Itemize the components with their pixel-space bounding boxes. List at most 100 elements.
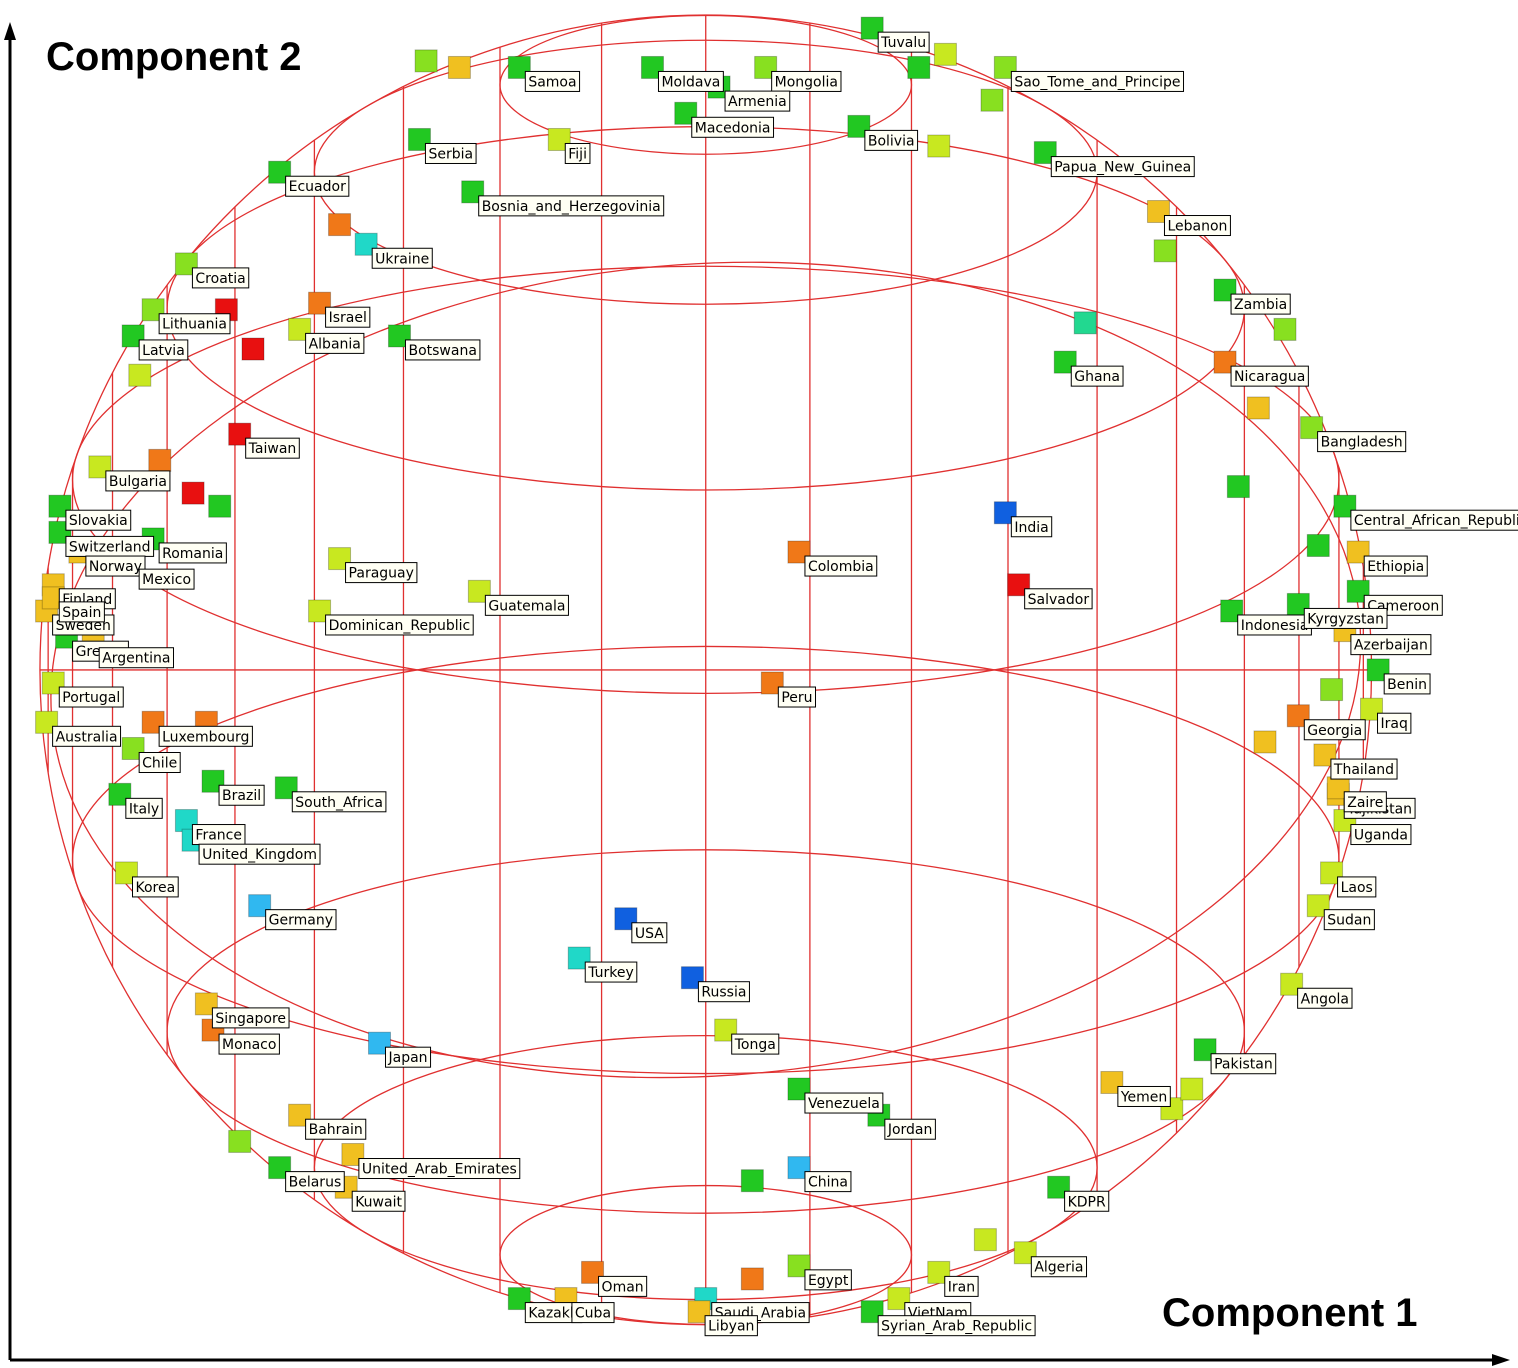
point-label: Angola xyxy=(1301,991,1349,1007)
point-label: Slovakia xyxy=(69,513,128,529)
label-box xyxy=(524,70,581,92)
point-label: Singapore xyxy=(215,1011,286,1027)
label-box xyxy=(1377,712,1412,734)
label-box xyxy=(631,922,668,944)
label-box xyxy=(804,555,878,577)
label-box xyxy=(158,313,231,335)
label-box xyxy=(138,752,181,774)
point-label: Oman xyxy=(602,1279,644,1295)
point-label: Tuvalu xyxy=(880,35,926,51)
label-box xyxy=(132,876,179,898)
point-label: Zaire xyxy=(1347,795,1383,811)
point-label: Iraq xyxy=(1381,716,1408,732)
label-box xyxy=(325,306,371,328)
point-label: Central_African_Republic xyxy=(1354,513,1518,529)
point-label: Botswana xyxy=(408,343,476,359)
point-label: Macedonia xyxy=(695,120,771,136)
label-box xyxy=(291,791,387,813)
label-box xyxy=(1050,156,1195,178)
label-box xyxy=(98,647,175,669)
label-box xyxy=(731,1033,780,1055)
label-box xyxy=(245,437,300,459)
point-label: Albania xyxy=(309,336,361,352)
point-label: Laos xyxy=(1341,880,1373,896)
label-box xyxy=(138,339,189,361)
point xyxy=(241,337,265,361)
label-box xyxy=(138,568,195,590)
point-label: Sudan xyxy=(1327,913,1371,929)
point xyxy=(461,180,485,204)
point-label: Latvia xyxy=(142,343,185,359)
point-label: Sao_Tome_and_Principe xyxy=(1014,74,1180,90)
label-box xyxy=(691,116,775,138)
point-label: Bangladesh xyxy=(1321,435,1403,451)
point-label: Yemen xyxy=(1120,1089,1167,1105)
point xyxy=(933,42,957,66)
label-box xyxy=(1297,987,1353,1009)
point-label: Belarus xyxy=(289,1175,342,1191)
label-box xyxy=(1117,1085,1171,1107)
label-box xyxy=(1337,876,1377,898)
point-label: Syrian_Arab_Republic xyxy=(881,1319,1032,1335)
label-box xyxy=(265,909,337,931)
label-box xyxy=(724,90,791,112)
point-label: United_Kingdom xyxy=(202,847,317,863)
point-label: Japan xyxy=(388,1050,428,1066)
point-label: Australia xyxy=(56,729,118,745)
label-box xyxy=(211,1007,290,1029)
label-box xyxy=(804,1092,884,1114)
point xyxy=(1246,396,1270,420)
point-label: Portugal xyxy=(62,690,120,706)
label-box xyxy=(325,614,474,636)
parallel xyxy=(166,849,1246,1214)
label-box xyxy=(564,142,591,164)
point xyxy=(447,55,471,79)
x-axis-title: Component 1 xyxy=(1162,1291,1418,1335)
label-box xyxy=(1330,758,1398,780)
label-box xyxy=(351,1190,406,1212)
point-label: Russia xyxy=(701,985,746,1001)
label-box xyxy=(1024,588,1093,610)
point-label: Zambia xyxy=(1234,297,1287,313)
label-box xyxy=(105,470,171,492)
point-label: France xyxy=(195,828,242,844)
point xyxy=(228,1129,252,1153)
point-label: Taiwan xyxy=(248,441,297,457)
point-label: Salvador xyxy=(1028,592,1090,608)
point-label: Iran xyxy=(948,1279,975,1295)
label-box xyxy=(1323,909,1375,931)
point-label: KDPR xyxy=(1068,1194,1106,1210)
label-box xyxy=(771,70,842,92)
point-label: Ethiopia xyxy=(1367,559,1424,575)
label-box xyxy=(52,725,122,747)
point-label: Serbia xyxy=(428,146,473,162)
label-box xyxy=(58,686,124,708)
label-box xyxy=(65,509,132,531)
label-box xyxy=(285,1171,345,1193)
point xyxy=(328,213,352,237)
label-box xyxy=(371,247,433,269)
point-label: Benin xyxy=(1387,677,1427,693)
label-box xyxy=(1303,607,1388,629)
label-box xyxy=(1343,791,1387,813)
point xyxy=(1273,317,1297,341)
point-label: Kuwait xyxy=(355,1194,402,1210)
point-label: USA xyxy=(635,926,664,942)
label-box xyxy=(571,1302,615,1324)
label-box xyxy=(345,562,418,584)
label-box xyxy=(1064,1190,1110,1212)
point-label: Azerbaijan xyxy=(1354,638,1428,654)
label-box xyxy=(218,784,265,806)
label-box xyxy=(777,686,817,708)
point-label: Lebanon xyxy=(1167,219,1227,235)
label-box xyxy=(1230,365,1309,387)
label-box xyxy=(877,1315,1036,1337)
point-label: Guatemala xyxy=(488,598,565,614)
point-label: Ecuador xyxy=(289,179,346,195)
point xyxy=(927,134,951,158)
point-label: Uganda xyxy=(1354,828,1408,844)
point-label: Jordan xyxy=(887,1122,933,1138)
point-label: Tonga xyxy=(734,1037,776,1053)
